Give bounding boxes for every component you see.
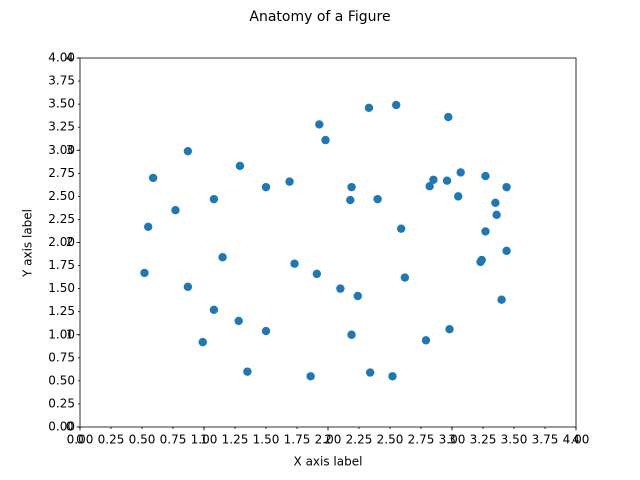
point <box>209 305 219 315</box>
point <box>183 146 193 156</box>
y-tick-label: 0.25 <box>48 396 75 410</box>
y-tick-label: 1.50 <box>48 281 75 295</box>
y-tick-label: 3.75 <box>48 74 75 88</box>
point <box>347 182 356 192</box>
x-tick-label: 1.75 <box>284 433 311 447</box>
point <box>261 182 271 192</box>
y-tick-label: 2.50 <box>48 189 75 203</box>
x-tick-label: 2 <box>324 433 332 447</box>
point <box>481 171 490 181</box>
y-tick-label: 3.00 <box>48 143 75 157</box>
point <box>306 372 315 381</box>
point <box>373 194 382 204</box>
y-tick-label: 3.50 <box>48 97 75 111</box>
point <box>235 161 245 171</box>
y-tick-label: 1.75 <box>48 258 75 272</box>
point <box>502 246 511 256</box>
point <box>477 255 486 265</box>
x-tick-label: 4.00 <box>563 433 590 447</box>
point <box>481 227 490 236</box>
x-tick-label: 0.50 <box>129 433 156 447</box>
x-tick-label: 2.50 <box>377 433 404 447</box>
point <box>454 192 463 201</box>
x-tick-label: 0.00 <box>67 433 94 447</box>
point <box>429 175 438 184</box>
point <box>312 269 322 279</box>
x-tick-label: 0.75 <box>160 433 187 447</box>
point <box>290 259 299 268</box>
point <box>365 368 375 377</box>
x-tick-label: 2.75 <box>408 433 435 447</box>
x-tick-label: 1 <box>200 433 208 447</box>
x-tick-label: 3.50 <box>501 433 528 447</box>
point <box>336 284 345 293</box>
point <box>183 282 193 291</box>
y-tick-label: 2.75 <box>48 166 75 180</box>
y-tick-label: 1.00 <box>48 327 75 341</box>
point <box>140 268 149 278</box>
point <box>209 194 219 204</box>
x-tick-label: 0 <box>76 433 84 447</box>
point <box>491 198 500 208</box>
point <box>315 120 324 129</box>
point <box>492 210 501 220</box>
point <box>392 100 401 110</box>
x-tick-label: 3.00 <box>439 433 466 447</box>
x-tick-label: 3.25 <box>470 433 497 447</box>
point <box>425 182 434 191</box>
point <box>243 367 252 376</box>
point <box>364 103 374 113</box>
x-axis-label: X axis label <box>294 455 363 469</box>
x-tick-label: 2.25 <box>346 433 373 447</box>
y-tick-label: 0.50 <box>48 373 75 387</box>
chart-title: Anatomy of a Figure <box>249 9 390 25</box>
point <box>171 206 180 215</box>
point <box>502 182 511 192</box>
y-tick-label: 1 <box>66 327 74 341</box>
point <box>285 177 294 186</box>
y-tick-label: 0 <box>66 420 74 434</box>
y-tick-label: 2.25 <box>48 212 75 226</box>
point <box>144 222 153 232</box>
point <box>148 173 158 183</box>
point <box>444 112 453 122</box>
point <box>347 330 356 339</box>
y-tick-label: 4.00 <box>48 51 75 65</box>
point <box>388 372 397 381</box>
x-tick-label: 4 <box>572 433 580 447</box>
x-tick-label: 0.25 <box>98 433 125 447</box>
point <box>346 195 355 205</box>
point <box>198 337 207 347</box>
y-tick-label: 3.25 <box>48 120 75 134</box>
point <box>261 326 271 336</box>
point <box>396 224 406 233</box>
y-tick-label: 0.00 <box>48 420 75 434</box>
x-tick-label: 1.00 <box>191 433 218 447</box>
point <box>218 253 227 262</box>
point <box>353 291 362 301</box>
y-tick-label: 2 <box>66 235 74 249</box>
point <box>442 176 452 185</box>
point <box>421 336 431 345</box>
y-axis-label: Y axis label <box>21 209 35 278</box>
y-tick-label: 3 <box>66 143 74 157</box>
y-tick-label: 1.25 <box>48 304 75 318</box>
x-tick-label: 2.00 <box>315 433 342 447</box>
y-tick-label: 4 <box>66 51 74 65</box>
x-tick-label: 3 <box>448 433 456 447</box>
point <box>234 316 243 326</box>
x-tick-label: 1.50 <box>253 433 280 447</box>
y-tick-label: 2.00 <box>48 235 75 249</box>
point <box>497 295 506 304</box>
x-tick-label: 3.75 <box>532 433 559 447</box>
x-tick-label: 1.25 <box>222 433 249 447</box>
point <box>400 273 410 282</box>
point <box>456 168 465 177</box>
point <box>321 135 330 145</box>
y-tick-label: 0.75 <box>48 350 75 364</box>
point <box>445 325 454 334</box>
